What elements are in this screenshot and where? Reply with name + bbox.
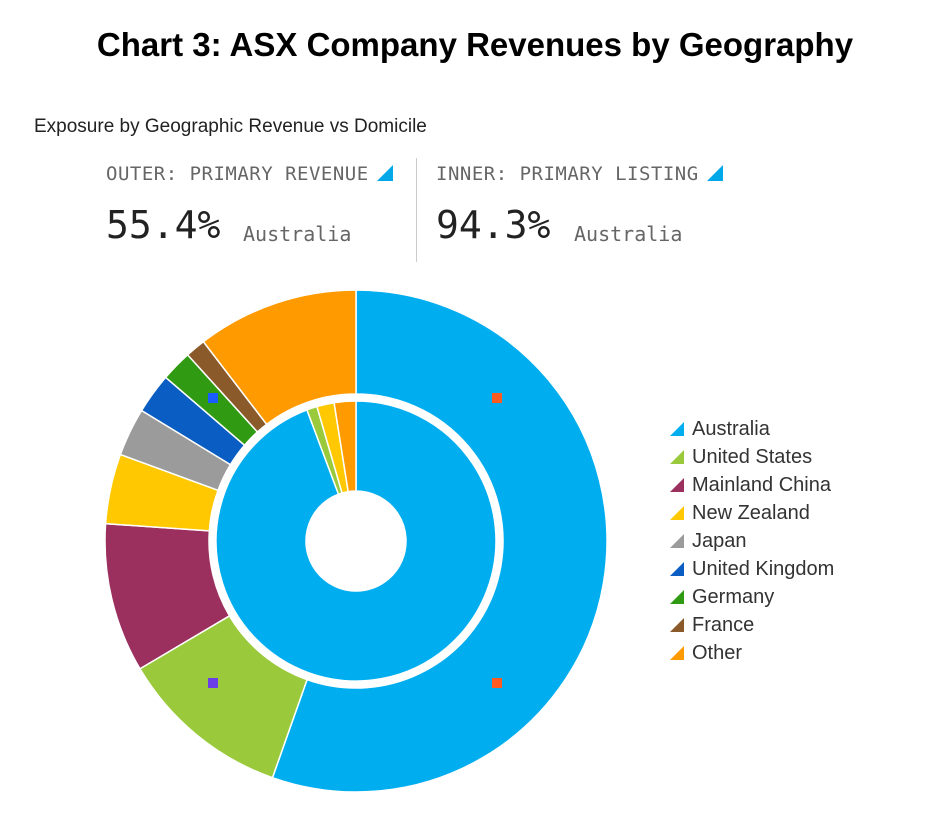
inner-kpi-label: INNER: PRIMARY LISTING — [436, 163, 723, 185]
legend-label: Other — [692, 642, 743, 664]
legend-label: United Kingdom — [692, 558, 835, 580]
legend-label: Mainland China — [692, 474, 831, 496]
legend-label: United States — [692, 446, 813, 468]
legend-item[interactable]: United Kingdom — [670, 556, 834, 584]
legend-item[interactable]: Japan — [670, 528, 834, 556]
legend-item[interactable]: Germany — [670, 584, 834, 612]
outer-kpi-country: Australia — [243, 222, 352, 246]
legend-label: Australia — [692, 418, 770, 440]
legend-swatch-icon — [670, 478, 684, 492]
legend-label: France — [692, 614, 755, 636]
selection-handles — [208, 393, 502, 688]
chart-subtitle: Exposure by Geographic Revenue vs Domici… — [34, 116, 427, 137]
inner-kpi-value: 94.3% — [436, 203, 551, 247]
legend-swatch-icon — [670, 590, 684, 604]
inner-kpi-label-text: INNER: PRIMARY LISTING — [436, 163, 699, 185]
legend-swatch-icon — [670, 534, 684, 548]
outer-ring — [104, 289, 608, 793]
legend-label: New Zealand — [692, 502, 810, 524]
legend-swatch-icon — [670, 646, 684, 660]
legend-item[interactable]: United States — [670, 444, 834, 472]
triangle-icon — [706, 165, 723, 181]
legend-swatch-icon — [670, 422, 684, 436]
legend-item[interactable]: Mainland China — [670, 472, 834, 500]
donut-hole — [306, 491, 406, 591]
legend-swatch-icon — [670, 450, 684, 464]
outer-kpi-label-text: OUTER: PRIMARY REVENUE — [106, 163, 369, 185]
legend: Australia United States Mainland China New … — [670, 416, 834, 668]
kpi-divider — [416, 158, 417, 262]
selection-handle[interactable] — [208, 393, 218, 403]
legend-item[interactable]: France — [670, 612, 834, 640]
outer-kpi-label: OUTER: PRIMARY REVENUE — [106, 163, 393, 185]
legend-label: Germany — [692, 586, 775, 608]
selection-handle[interactable] — [492, 393, 502, 403]
legend-swatch-icon — [670, 562, 684, 576]
legend-item[interactable]: Australia — [670, 416, 834, 444]
selection-handle[interactable] — [208, 678, 218, 688]
legend-item[interactable]: New Zealand — [670, 500, 834, 528]
triangle-icon — [376, 165, 393, 181]
inner-kpi-country: Australia — [574, 222, 683, 246]
legend-swatch-icon — [670, 506, 684, 520]
outer-kpi-value: 55.4% — [106, 203, 221, 247]
legend-item[interactable]: Other — [670, 640, 834, 668]
legend-label: Japan — [692, 530, 747, 552]
chart-title: Chart 3: ASX Company Revenues by Geograp… — [96, 26, 854, 63]
selection-handle[interactable] — [492, 678, 502, 688]
legend-swatch-icon — [670, 618, 684, 632]
